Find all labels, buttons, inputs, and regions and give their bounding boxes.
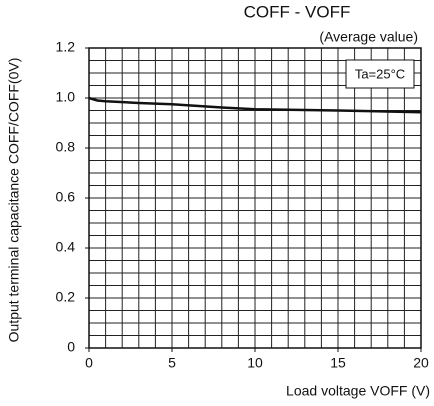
x-tick-label: 15 — [330, 355, 346, 371]
x-tick-label: 20 — [413, 355, 429, 371]
annotation: (Average value) — [319, 29, 418, 45]
y-tick-label: 0.2 — [56, 289, 76, 305]
x-tick-label: 5 — [168, 355, 176, 371]
y-tick-label: 0.6 — [56, 189, 76, 205]
x-tick-label: 0 — [85, 355, 93, 371]
y-tick-label: 1.2 — [56, 39, 76, 55]
y-tick-label: 0 — [67, 339, 75, 355]
y-axis-label: Output terminal capacitance COFF/COFF(0V… — [6, 58, 22, 343]
x-axis-label: Load voltage VOFF (V) — [286, 383, 430, 399]
condition-label: Ta=25°C — [355, 66, 405, 81]
y-tick-label: 0.8 — [56, 139, 76, 155]
y-tick-label: 0.4 — [56, 239, 76, 255]
condition-box — [345, 59, 415, 89]
x-tick-label: 10 — [247, 355, 263, 371]
y-tick-label: 1.0 — [56, 89, 76, 105]
data-line — [88, 96, 422, 114]
chart-title: COFF - VOFF — [244, 2, 351, 21]
